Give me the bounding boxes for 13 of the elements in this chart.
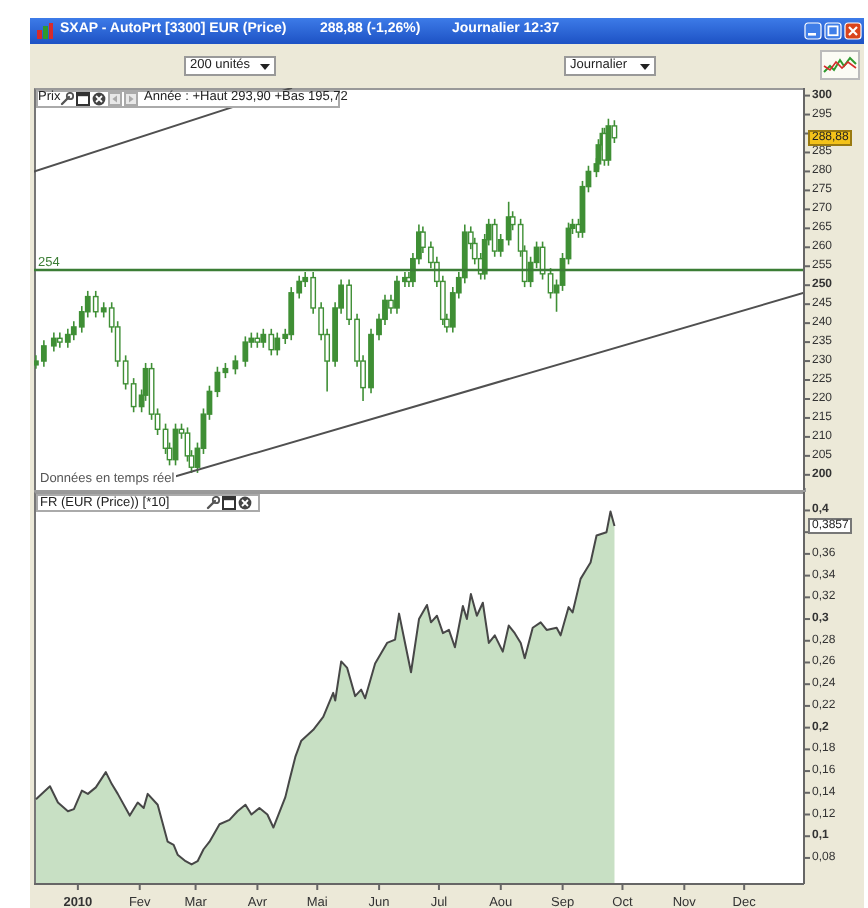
candlestick [288, 286, 295, 341]
candlestick [50, 331, 57, 353]
candlestick [505, 200, 512, 247]
candlestick [491, 218, 498, 258]
candlestick [394, 274, 400, 315]
candlestick [40, 339, 47, 368]
candlestick [274, 331, 281, 357]
candlestick [92, 290, 99, 319]
candlestick [232, 354, 239, 376]
candlestick [260, 328, 267, 349]
candlestick [242, 335, 249, 368]
candlestick [268, 328, 275, 357]
candlestick [64, 328, 71, 349]
